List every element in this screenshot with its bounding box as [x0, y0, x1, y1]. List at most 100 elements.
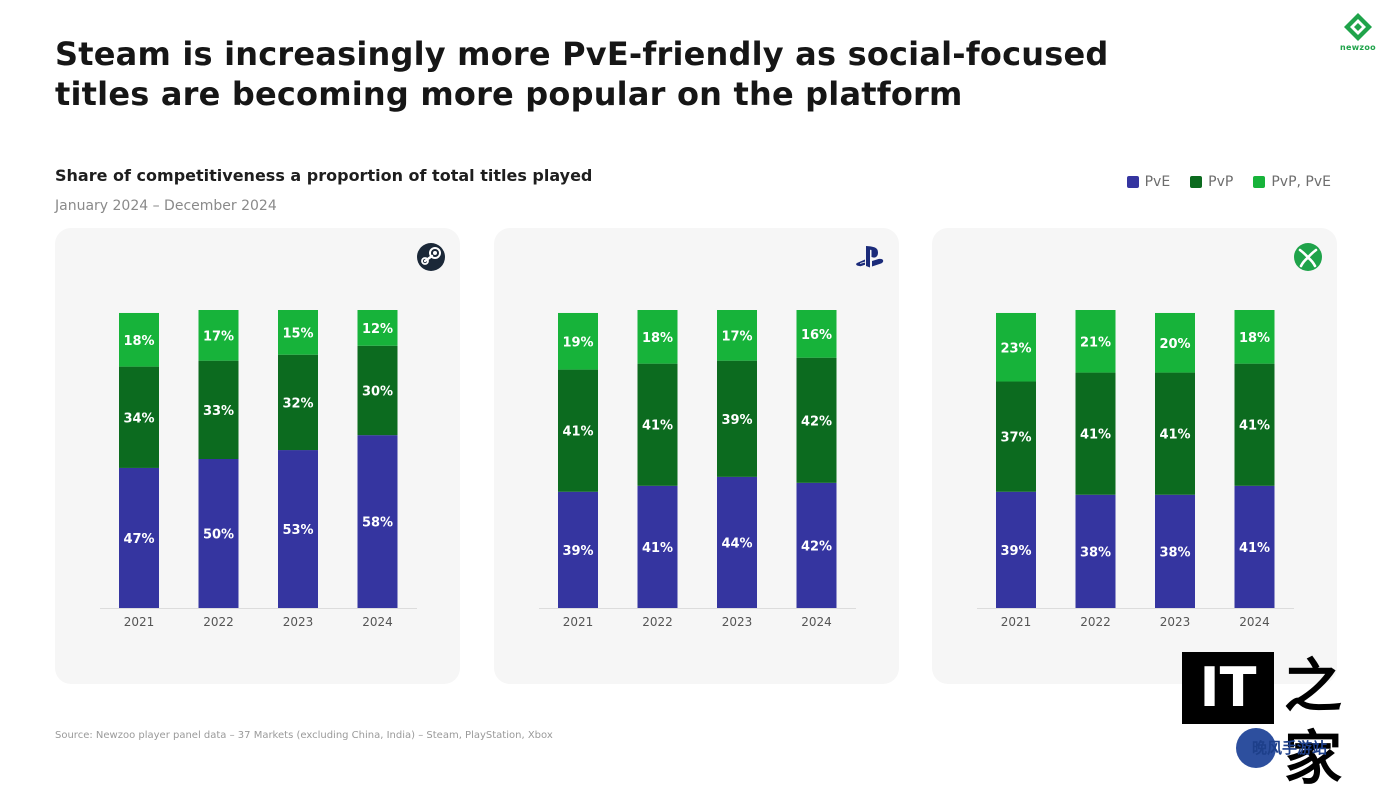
bar-pve-2023: [717, 476, 757, 608]
bar-label-pvp-pve-2021: 18%: [123, 334, 154, 349]
bar-pve-2021: [996, 491, 1036, 608]
bar-label-pvp-2022: 33%: [203, 404, 234, 419]
legend: PvE PvP PvP, PvE: [1126, 174, 1331, 190]
legend-swatch-pvp-pve: [1253, 176, 1266, 188]
x-tick-label-2024: 2024: [1239, 615, 1270, 629]
headline: Steam is increasingly more PvE-friendly …: [55, 34, 1135, 114]
legend-item-pve: PvE: [1126, 174, 1171, 190]
bar-label-pvp-2021: 41%: [562, 425, 593, 440]
bar-pve-2024: [1234, 485, 1275, 608]
bar-label-pvp-pve-2022: 21%: [1080, 335, 1111, 350]
bar-label-pve-2024: 41%: [1239, 541, 1270, 556]
bar-pvp-pve-2024: [1234, 310, 1275, 364]
legend-item-pvp: PvP: [1190, 174, 1233, 190]
bar-label-pvp-pve-2021: 23%: [1000, 341, 1031, 356]
bar-pvp-2021: [558, 369, 598, 492]
headline-line-1: Steam is increasingly more PvE-friendly …: [55, 35, 1109, 73]
date-range: January 2024 – December 2024: [55, 198, 277, 214]
bar-pvp-2023: [717, 360, 757, 477]
bar-label-pve-2024: 58%: [362, 516, 393, 531]
bar-pvp-2021: [996, 381, 1036, 492]
bar-pve-2022: [198, 459, 239, 608]
x-tick-label-2022: 2022: [203, 615, 234, 629]
bar-pvp-pve-2023: [1155, 312, 1195, 373]
bar-pve-2024: [357, 435, 398, 608]
legend-item-pvp-pve: PvP, PvE: [1253, 174, 1331, 190]
bar-pve-2024: [796, 482, 837, 608]
bar-label-pvp-pve-2024: 12%: [362, 322, 393, 337]
newzoo-logo-icon: [1344, 13, 1372, 41]
bar-label-pve-2023: 44%: [721, 536, 752, 551]
bar-label-pvp-pve-2023: 17%: [721, 329, 752, 344]
steam-icon: [417, 243, 445, 271]
chart-panel-steam: 47% 34% 18% 2021 50% 33% 17% 2022 53% 32% 15% 2023 5…: [55, 228, 460, 684]
bar-label-pve-2023: 38%: [1159, 545, 1190, 560]
bar-pvp-pve-2023: [717, 310, 757, 361]
bar-pvp-pve-2022: [637, 310, 678, 364]
bar-pvp-pve-2021: [996, 312, 1036, 382]
chart-panel-xbox: 39% 37% 23% 2021 38% 41% 21% 2022 38% 41% 20% 2023 4…: [932, 228, 1337, 684]
bar-label-pvp-2022: 41%: [642, 419, 673, 434]
x-tick-label-2021: 2021: [124, 615, 155, 629]
bar-pvp-pve-2022: [1075, 310, 1116, 373]
bar-pvp-pve-2023: [278, 310, 318, 355]
bar-pvp-2022: [637, 363, 678, 486]
bar-pve-2023: [278, 450, 318, 608]
bar-label-pvp-pve-2022: 17%: [203, 329, 234, 344]
bar-label-pvp-pve-2021: 19%: [562, 335, 593, 350]
watermark-badge-icon: [1236, 728, 1276, 768]
legend-swatch-pvp: [1190, 176, 1203, 188]
bar-label-pve-2021: 39%: [562, 544, 593, 559]
bar-pvp-pve-2024: [357, 310, 398, 346]
bar-label-pvp-2024: 30%: [362, 384, 393, 399]
x-tick-label-2022: 2022: [642, 615, 673, 629]
bar-label-pvp-pve-2023: 20%: [1159, 337, 1190, 352]
bar-pve-2021: [119, 467, 159, 608]
bar-pvp-2023: [1155, 372, 1195, 495]
bar-pvp-pve-2024: [796, 310, 837, 358]
bar-pvp-2022: [198, 360, 239, 459]
bar-label-pvp-pve-2024: 18%: [1239, 331, 1270, 346]
bar-label-pvp-2023: 32%: [282, 396, 313, 411]
bar-pvp-pve-2021: [119, 312, 159, 367]
bar-pvp-2022: [1075, 372, 1116, 495]
bar-pve-2021: [558, 491, 598, 608]
xbox-icon: [1294, 243, 1322, 271]
bar-label-pvp-2023: 41%: [1159, 428, 1190, 443]
bar-label-pve-2024: 42%: [801, 539, 832, 554]
bar-pve-2022: [637, 485, 678, 608]
bar-label-pvp-pve-2024: 16%: [801, 328, 832, 343]
x-tick-label-2024: 2024: [362, 615, 393, 629]
bar-pvp-2021: [119, 366, 159, 468]
chart-panel-playstation: 39% 41% 19% 2021 41% 41% 18% 2022 44% 39% 17% 2023 4…: [494, 228, 899, 684]
newzoo-logo-text: newzoo: [1340, 43, 1376, 52]
legend-label-pvp: PvP: [1208, 174, 1234, 190]
playstation-icon: [856, 246, 884, 268]
bar-label-pvp-pve-2022: 18%: [642, 331, 673, 346]
legend-label-pve: PvE: [1144, 174, 1171, 190]
bar-pve-2022: [1075, 494, 1116, 608]
source-note: Source: Newzoo player panel data – 37 Ma…: [55, 730, 553, 741]
bar-pvp-2024: [796, 357, 837, 483]
bar-label-pvp-2021: 34%: [123, 411, 154, 426]
newzoo-logo: newzoo: [1336, 12, 1380, 62]
x-tick-label-2023: 2023: [283, 615, 314, 629]
x-tick-label-2023: 2023: [1160, 615, 1191, 629]
bar-label-pvp-pve-2023: 15%: [282, 326, 313, 341]
x-tick-label-2021: 2021: [563, 615, 594, 629]
bar-pvp-pve-2022: [198, 310, 239, 361]
bar-label-pve-2022: 38%: [1080, 545, 1111, 560]
headline-line-2: titles are becoming more popular on the …: [55, 75, 963, 113]
bar-pvp-2024: [357, 345, 398, 436]
bar-pvp-2024: [1234, 363, 1275, 486]
x-tick-label-2022: 2022: [1080, 615, 1111, 629]
bar-label-pve-2022: 41%: [642, 541, 673, 556]
bar-label-pve-2021: 39%: [1000, 544, 1031, 559]
watermark-it: IT: [1182, 652, 1274, 724]
bar-label-pve-2022: 50%: [203, 528, 234, 543]
bar-label-pve-2021: 47%: [123, 532, 154, 547]
bar-pvp-pve-2021: [558, 312, 598, 370]
x-tick-label-2023: 2023: [722, 615, 753, 629]
chart-subtitle: Share of competitiveness a proportion of…: [55, 166, 593, 185]
x-tick-label-2024: 2024: [801, 615, 832, 629]
